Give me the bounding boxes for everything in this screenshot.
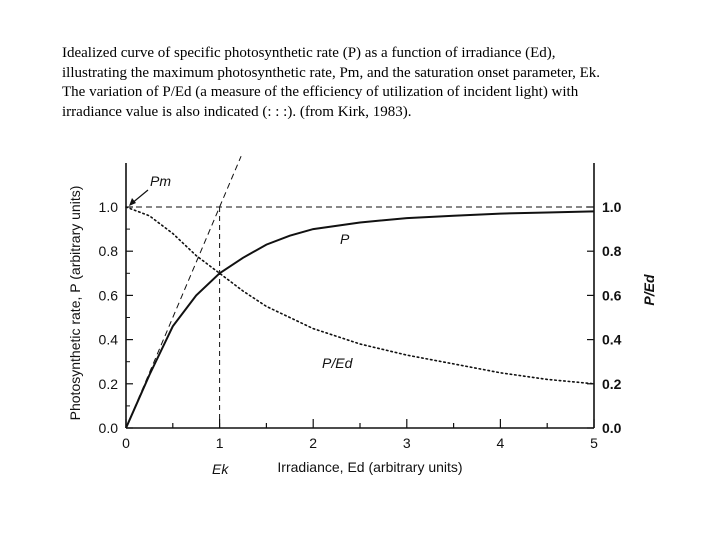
chart-ticks: 0 1 2 3 4 50.00.20.40.60.81.00.00.20.40.60.81… — [99, 199, 622, 451]
pm-annotation: Pm — [150, 173, 171, 189]
x-tick-label: 4 — [497, 435, 505, 451]
y-tick-label-left: 0.0 — [99, 420, 119, 436]
y-tick-label-left: 1.0 — [99, 199, 119, 215]
y-tick-label-right: 0.0 — [602, 420, 622, 436]
y-tick-label-left: 0.6 — [99, 287, 119, 303]
y-axis-title: Photosynthetic rate, P (arbitrary units) — [67, 186, 83, 421]
x-tick-label: 3 — [403, 435, 411, 451]
figure-caption: Idealized curve of specific photosynthet… — [62, 44, 682, 122]
y-tick-label-left: 0.8 — [99, 243, 119, 259]
caption-line: illustrating the maximum photosynthetic … — [62, 64, 601, 81]
series-initial-slope-line — [125, 156, 242, 429]
ek-annotation: Ek — [212, 461, 229, 477]
y-tick-label-right: 0.8 — [602, 243, 622, 259]
y-tick-label-left: 0.4 — [99, 332, 119, 348]
y-tick-label-right: 0.2 — [602, 376, 622, 392]
y-tick-label-left: 0.2 — [99, 376, 119, 392]
y-tick-label-right: 1.0 — [602, 199, 622, 215]
x-tick-label: 0 — [122, 435, 130, 451]
x-tick-label: 1 — [216, 435, 224, 451]
chart-labels: Photosynthetic rate, P (arbitrary units)… — [67, 173, 657, 477]
pm-pointer-arrowhead — [129, 198, 136, 206]
y-tick-label-right: 0.6 — [602, 287, 622, 303]
ped-curve-label: P/Ed — [322, 355, 354, 371]
caption-line: Idealized curve of specific photosynthet… — [62, 45, 556, 61]
x-axis-title: Irradiance, Ed (arbitrary units) — [277, 459, 462, 475]
y-axis-right-title: P/Ed — [641, 274, 657, 306]
x-tick-label: 5 — [590, 435, 598, 451]
caption-line: The variation of P/Ed (a measure of the … — [62, 84, 579, 100]
x-tick-label: 2 — [309, 435, 317, 451]
p-curve-label: P — [340, 231, 350, 247]
y-tick-label-right: 0.4 — [602, 332, 622, 348]
chart-series — [125, 156, 595, 429]
series-p-ed-line — [125, 206, 595, 385]
series-p-line — [125, 210, 595, 429]
caption-line: irradiance value is also indicated (: : … — [62, 103, 412, 120]
